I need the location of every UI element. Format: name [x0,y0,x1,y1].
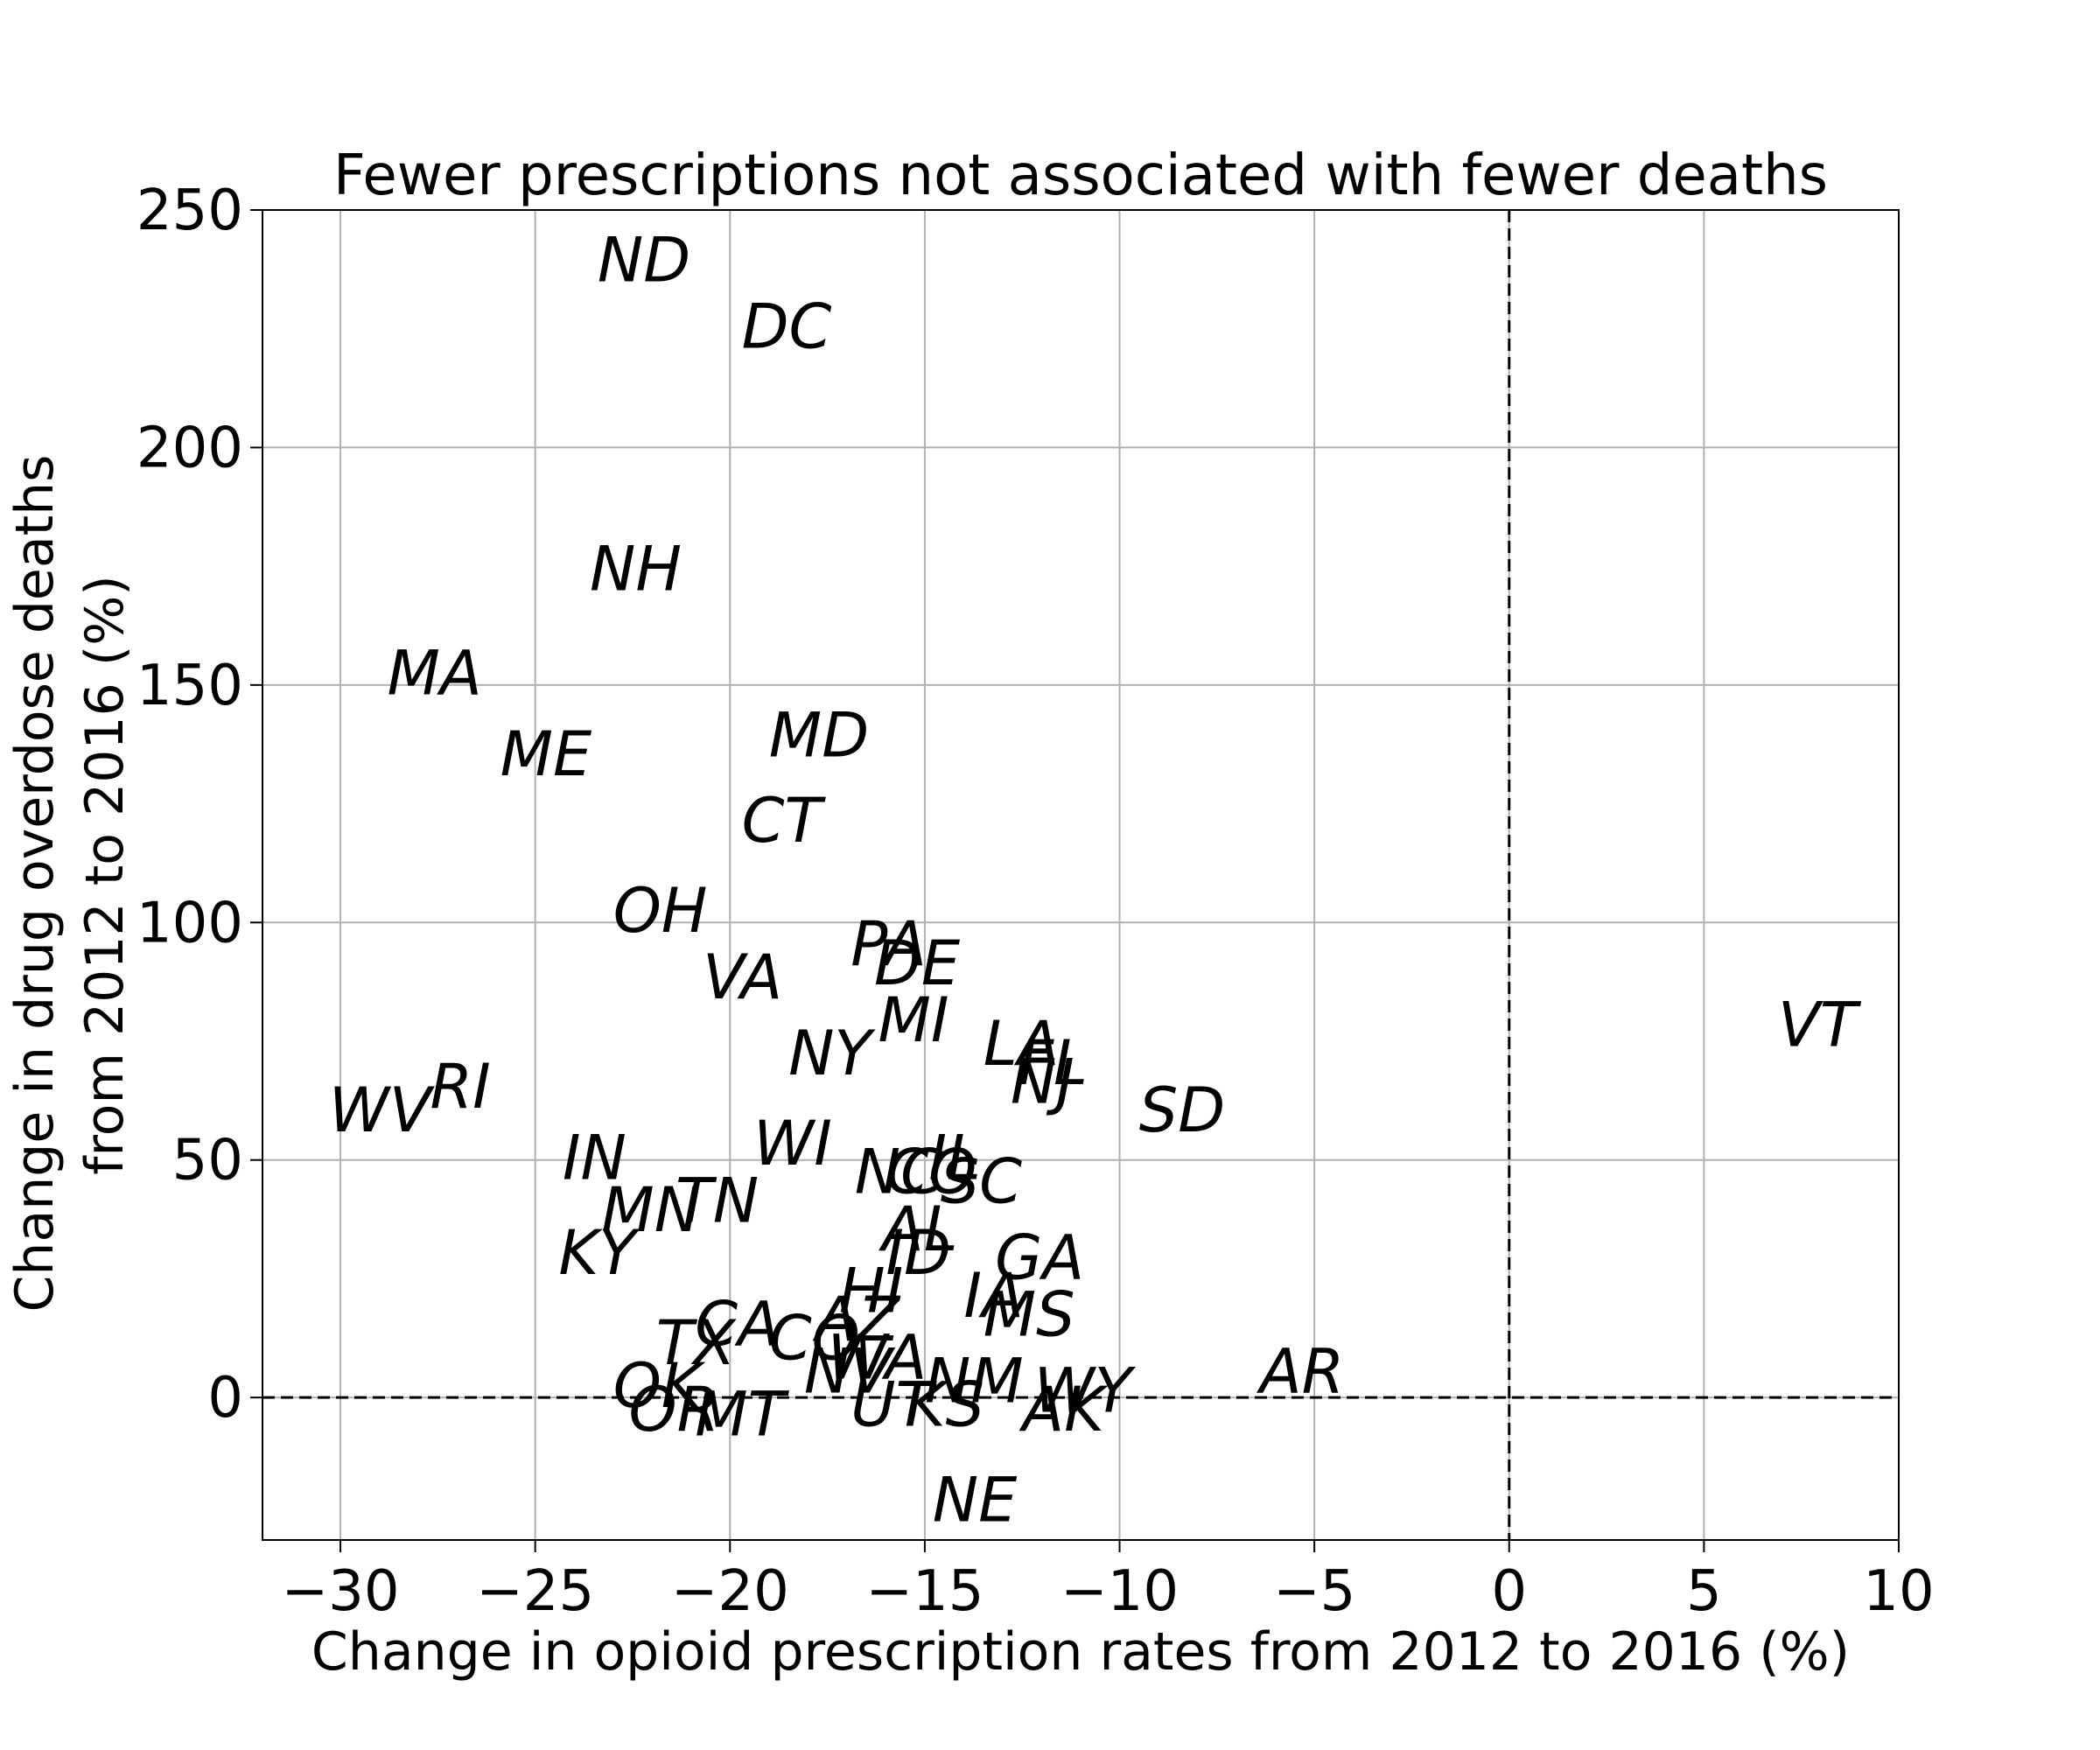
state-point-pa: PA [850,908,927,980]
state-point-sc: SC [941,1146,1022,1218]
y-tick-label: 100 [136,891,243,956]
state-point-nc: NC [855,1137,943,1208]
state-point-co: CO [769,1303,860,1375]
state-point-or: OR [629,1374,720,1446]
state-point-ny: NY [788,1018,876,1089]
x-tick-label: −15 [865,1559,984,1624]
y-tick-label: 0 [207,1366,243,1431]
state-point-ky: KY [558,1217,640,1289]
state-point-ar: AR [1256,1336,1345,1408]
state-point-ok: OK [613,1350,706,1422]
state-point-ca: CA [695,1288,780,1360]
x-tick-label: 0 [1491,1559,1527,1624]
x-tick-label: −5 [1273,1559,1355,1624]
state-point-la: LA [984,1008,1060,1080]
x-tick-label: −20 [671,1559,789,1624]
state-point-wy: WY [1034,1354,1137,1426]
state-point-wa: WA [828,1321,928,1393]
state-point-hi: HI [839,1255,903,1326]
state-point-mi: MI [878,984,948,1056]
x-tick-label: −25 [476,1559,594,1624]
y-tick-label: 250 [136,178,243,243]
reference-lines [262,210,1899,1540]
state-point-nj: NJ [1011,1046,1074,1118]
y-tick-label: 150 [136,654,243,718]
state-point-ne: NE [933,1464,1018,1536]
x-tick-label: 10 [1863,1559,1934,1624]
state-point-ma: MA [387,638,481,710]
state-point-va: VA [703,942,782,1013]
state-point-nm: NM [925,1346,1024,1418]
state-point-co: CO [886,1137,976,1208]
state-point-sd: SD [1139,1074,1225,1146]
x-axis-label: Change in opioid prescription rates from… [312,1621,1850,1683]
state-point-ct: CT [742,785,827,857]
state-point-ut: UT [850,1369,937,1441]
y-tick-label: 200 [136,416,243,480]
state-point-vt: VT [1778,989,1862,1060]
state-point-mn: MN [601,1174,700,1246]
state-point-fl: FL [1018,1027,1088,1099]
state-point-nv: NV [804,1336,895,1408]
state-point-oh: OH [613,875,708,947]
state-point-az: AZ [812,1284,901,1355]
state-point-al: AL [878,1194,958,1265]
state-point-nh: NH [590,533,682,605]
x-tick-label: −10 [1060,1559,1179,1624]
state-point-wi: WI [753,1108,832,1180]
x-tick-label: 5 [1686,1559,1722,1624]
state-point-ms: MS [984,1279,1075,1351]
state-point-il: IL [928,1122,981,1194]
state-point-wv: WV [329,1074,435,1146]
y-axis-label-line-2: from 2012 to 2016 (%) [74,575,136,1174]
plot-frame [262,209,1900,1541]
grid-lines [262,209,1900,1540]
state-point-ks: KS [906,1369,984,1441]
chart-title: Fewer prescriptions not associated with … [333,144,1828,208]
y-tick-label: 50 [172,1129,243,1194]
state-point-mt: MT [695,1379,789,1451]
state-point-ga: GA [995,1222,1084,1293]
state-point-tn: TN [676,1165,759,1236]
state-point-md: MD [769,699,869,771]
state-point-in: IN [563,1122,626,1194]
state-point-ri: RI [430,1051,490,1123]
state-point-de: DE [874,928,961,999]
state-point-dc: DC [742,290,832,362]
y-axis-label-line-1: Change in drug overdose deaths [4,455,66,1312]
state-point-ia: IA [963,1260,1024,1332]
state-point-ak: AK [1018,1374,1109,1446]
x-tick-label: −30 [282,1559,400,1624]
state-point-tx: TX [656,1307,738,1379]
y-axis-label: Change in drug overdose deaths from 2012… [4,438,136,1312]
state-point-nd: ND [598,224,690,296]
state-point-id: ID [886,1217,951,1289]
state-point-me: ME [500,718,592,790]
